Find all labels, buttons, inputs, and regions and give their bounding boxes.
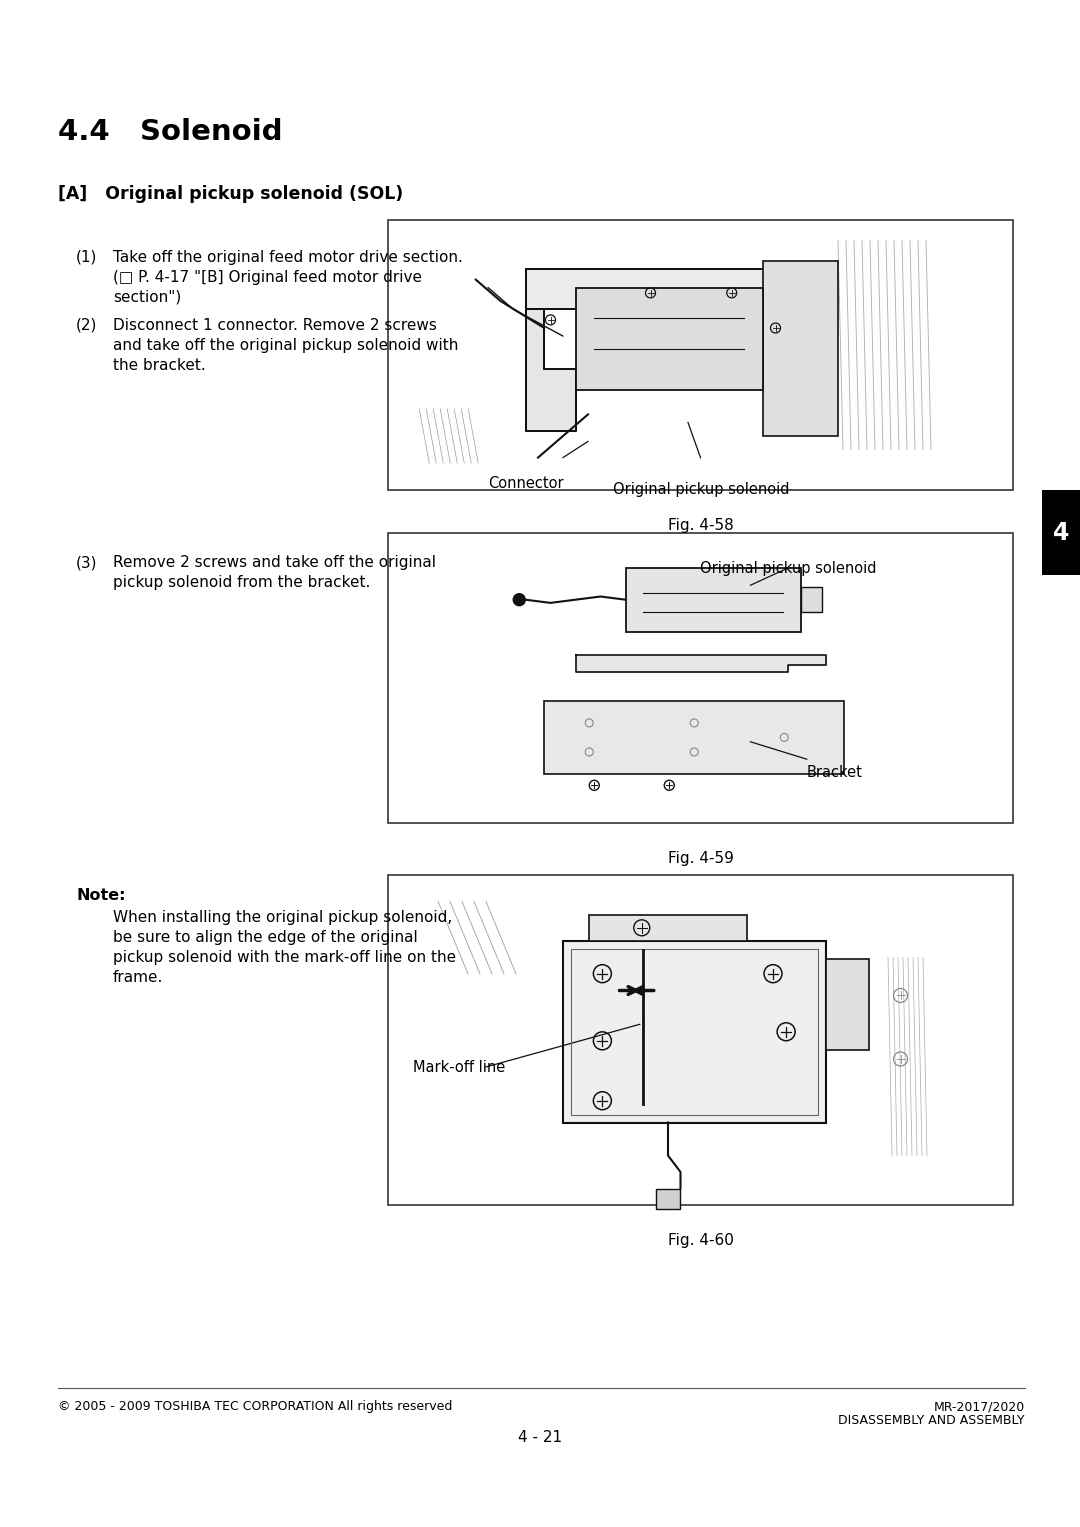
Bar <box>388 220 1013 490</box>
Polygon shape <box>576 655 825 672</box>
Text: MR-2017/2020: MR-2017/2020 <box>934 1400 1025 1412</box>
Text: pickup solenoid with the mark-off line on the: pickup solenoid with the mark-off line o… <box>113 950 456 965</box>
Text: (3): (3) <box>76 554 97 570</box>
Bar <box>544 701 845 774</box>
Text: Note:: Note: <box>76 889 125 902</box>
Bar <box>1042 490 1080 576</box>
Text: frame.: frame. <box>113 970 163 985</box>
Text: © 2005 - 2009 TOSHIBA TEC CORPORATION All rights reserved: © 2005 - 2009 TOSHIBA TEC CORPORATION Al… <box>58 1400 453 1412</box>
Text: and take off the original pickup solenoid with: and take off the original pickup solenoi… <box>113 337 458 353</box>
Circle shape <box>513 594 525 606</box>
Text: section"): section") <box>113 290 181 305</box>
Bar <box>590 915 746 941</box>
Polygon shape <box>526 308 576 431</box>
Text: [A]   Original pickup solenoid (SOL): [A] Original pickup solenoid (SOL) <box>58 185 403 203</box>
Text: 4.4   Solenoid: 4.4 Solenoid <box>58 118 283 147</box>
Bar <box>825 959 869 1051</box>
Bar <box>800 586 822 612</box>
Text: When installing the original pickup solenoid,: When installing the original pickup sole… <box>113 910 453 925</box>
Text: Mark-off line: Mark-off line <box>413 1060 505 1075</box>
Bar <box>388 875 1013 1205</box>
Bar <box>625 568 800 632</box>
Text: be sure to align the edge of the original: be sure to align the edge of the origina… <box>113 930 418 945</box>
Text: Original pickup solenoid: Original pickup solenoid <box>701 560 877 576</box>
Text: Fig. 4-59: Fig. 4-59 <box>667 851 733 866</box>
Text: Take off the original feed motor drive section.: Take off the original feed motor drive s… <box>113 250 463 266</box>
Bar <box>762 261 838 437</box>
Text: Fig. 4-58: Fig. 4-58 <box>667 518 733 533</box>
Text: 4 - 21: 4 - 21 <box>518 1429 562 1445</box>
Text: DISASSEMBLY AND ASSEMBLY: DISASSEMBLY AND ASSEMBLY <box>838 1414 1025 1428</box>
Text: Connector: Connector <box>488 476 564 492</box>
Text: (1): (1) <box>76 250 97 266</box>
Text: 4: 4 <box>1053 521 1069 545</box>
Text: pickup solenoid from the bracket.: pickup solenoid from the bracket. <box>113 576 370 589</box>
Bar <box>656 1188 680 1208</box>
Bar <box>563 941 825 1122</box>
Text: Original pickup solenoid: Original pickup solenoid <box>613 483 789 496</box>
Bar <box>388 533 1013 823</box>
Text: Fig. 4-60: Fig. 4-60 <box>667 1232 733 1248</box>
Polygon shape <box>526 269 813 308</box>
Text: (2): (2) <box>76 318 97 333</box>
Text: Bracket: Bracket <box>807 765 863 780</box>
Text: the bracket.: the bracket. <box>113 357 206 373</box>
Text: (□ P. 4-17 "[B] Original feed motor drive: (□ P. 4-17 "[B] Original feed motor driv… <box>113 270 422 286</box>
Bar <box>571 948 818 1115</box>
Text: Disconnect 1 connector. Remove 2 screws: Disconnect 1 connector. Remove 2 screws <box>113 318 437 333</box>
Bar <box>576 287 762 389</box>
Text: Remove 2 screws and take off the original: Remove 2 screws and take off the origina… <box>113 554 436 570</box>
